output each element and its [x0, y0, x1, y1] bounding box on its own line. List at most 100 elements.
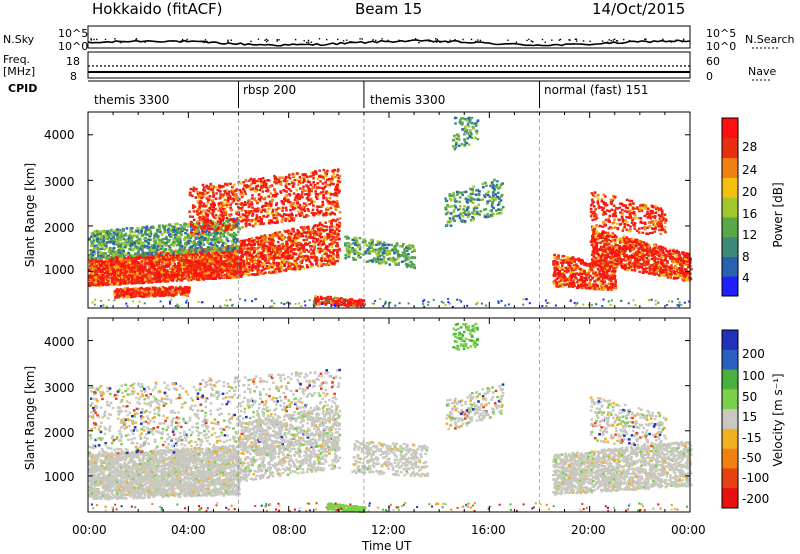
power-echo — [333, 213, 337, 216]
power-echo — [198, 275, 201, 278]
power-echo — [214, 229, 217, 232]
power-echo — [308, 199, 312, 202]
nsearch-dot — [616, 40, 619, 42]
power-echo — [151, 225, 154, 228]
power-echo — [220, 249, 224, 253]
nsearch-dot — [475, 40, 477, 43]
power-echo — [197, 234, 201, 238]
nsearch-dot — [381, 38, 383, 40]
power-echo — [116, 241, 120, 244]
power-echo — [201, 193, 205, 196]
power-echo — [201, 205, 205, 208]
power-echo — [163, 275, 166, 278]
power-echo — [112, 242, 115, 245]
power-echo — [251, 214, 254, 217]
nsearch-dot — [395, 41, 397, 43]
power-echo — [142, 295, 145, 298]
power-echo — [225, 276, 229, 279]
power-echo — [221, 224, 224, 227]
power-echo — [129, 253, 132, 257]
power-echo — [302, 208, 306, 211]
nsearch-dot — [138, 40, 141, 42]
power-echo — [104, 283, 108, 286]
power-echo — [161, 258, 164, 261]
power-echo — [229, 246, 233, 249]
power-echo — [99, 284, 103, 287]
power-echo — [102, 280, 105, 283]
nsearch-dot — [342, 40, 345, 42]
power-echo — [249, 220, 253, 223]
power-echo — [106, 276, 109, 279]
nsearch-dot — [346, 39, 348, 41]
power-echo — [221, 214, 225, 218]
power-echo — [174, 265, 178, 268]
power-echo — [193, 264, 197, 267]
power-echo — [221, 244, 224, 247]
power-echo — [113, 274, 116, 277]
power-echo — [167, 231, 170, 234]
power-echo — [316, 178, 320, 181]
power-echo — [261, 177, 265, 180]
power-echo — [170, 275, 173, 278]
power-echo — [269, 219, 273, 222]
nsearch-dot — [337, 38, 339, 41]
power-echo — [164, 273, 167, 276]
power-echo — [122, 294, 126, 297]
power-echo — [147, 238, 151, 241]
power-echo — [178, 273, 181, 277]
power-echo — [251, 194, 254, 197]
power-echo — [158, 280, 162, 283]
power-echo — [242, 193, 246, 196]
power-echo — [98, 273, 102, 276]
power-echo — [171, 225, 175, 228]
power-echo — [316, 182, 319, 185]
power-echo — [256, 201, 259, 205]
power-echo — [170, 291, 173, 294]
power-echo — [106, 269, 109, 273]
power-echo — [177, 237, 180, 241]
power-echo — [211, 277, 215, 280]
power-echo — [95, 262, 99, 265]
power-echo — [228, 254, 232, 257]
power-echo — [211, 212, 214, 215]
nsearch-dot — [351, 41, 353, 43]
power-echo — [277, 180, 280, 184]
nsearch-dot — [361, 38, 363, 40]
power-echo — [197, 262, 201, 265]
power-echo — [138, 272, 142, 275]
power-echo — [241, 226, 244, 229]
power-echo — [281, 176, 284, 179]
power-echo — [208, 259, 211, 263]
power-echo — [180, 274, 184, 277]
power-echo — [257, 179, 260, 182]
power-echo — [136, 266, 139, 269]
velocity-cbar-tick: 100 — [742, 369, 765, 383]
power-echo — [310, 201, 314, 205]
power-echo — [255, 214, 259, 217]
nsearch-dot — [202, 41, 204, 43]
power-echo — [101, 270, 104, 273]
power-echo — [103, 282, 106, 285]
power-echo — [314, 193, 318, 196]
power-echo — [155, 264, 159, 267]
power-echo — [191, 269, 194, 272]
power-echo — [180, 233, 183, 237]
power-echo — [237, 256, 240, 259]
power-echo — [199, 203, 202, 207]
power-echo — [136, 227, 140, 230]
power-echo — [291, 185, 295, 188]
power-echo — [239, 192, 242, 196]
power-echo — [254, 220, 258, 223]
power-echo — [212, 191, 215, 194]
power-echo — [332, 172, 336, 176]
power-echo — [172, 255, 175, 259]
power-echo — [156, 261, 159, 264]
nsearch-dot — [623, 38, 625, 41]
power-echo — [95, 237, 99, 241]
power-echo — [217, 253, 220, 256]
power-echo — [154, 268, 157, 271]
nsearch-dot — [318, 38, 321, 40]
power-echo — [315, 172, 318, 175]
power-echo — [179, 285, 182, 289]
